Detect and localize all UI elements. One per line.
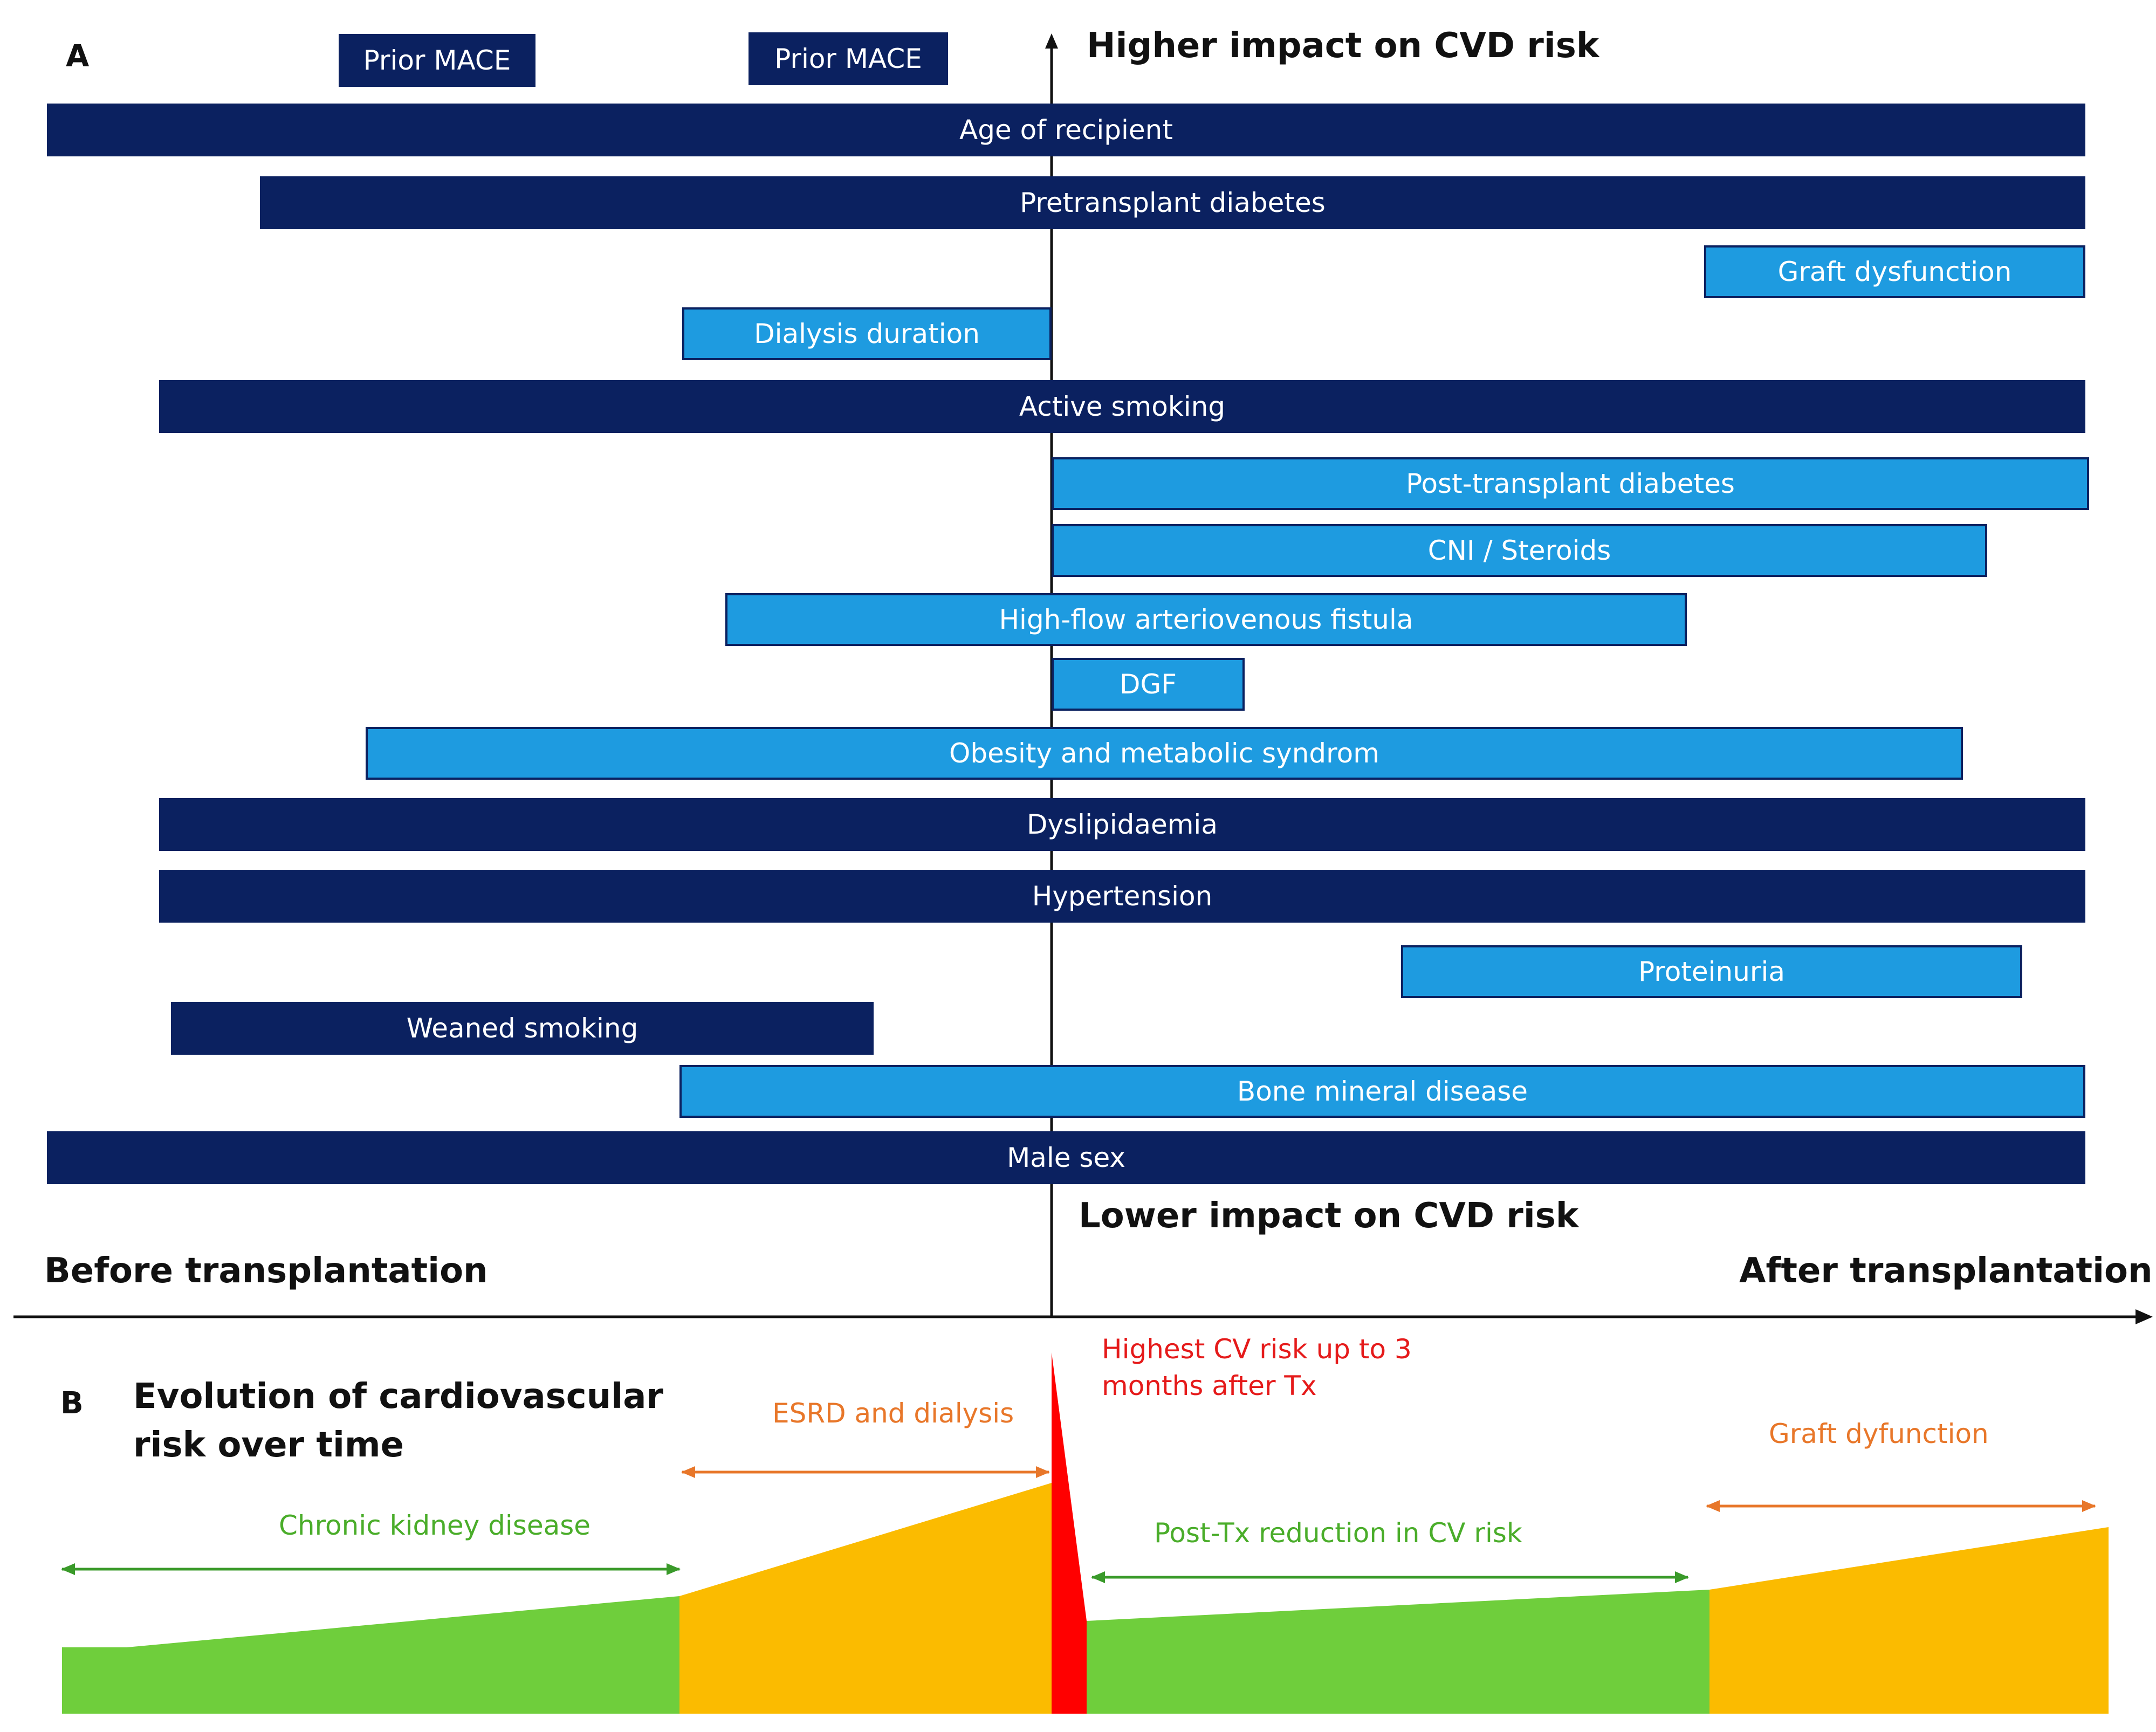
bar-obesity-metabolic: Obesity and metabolic syndrom — [366, 727, 1963, 780]
bar-dgf: DGF — [1052, 658, 1245, 711]
post-tx-reduction-label: Post-Tx reduction in CV risk — [1154, 1517, 1522, 1549]
bar-high-flow-av-fistula: High-flow arteriovenous fistula — [725, 593, 1687, 646]
bar-bone-mineral-disease: Bone mineral disease — [679, 1065, 2085, 1118]
after-transplant-label: After transplantation — [1739, 1251, 2153, 1291]
bar-dyslipidaemia: Dyslipidaemia — [159, 798, 2085, 851]
bar-age-of-recipient: Age of recipient — [47, 104, 2085, 156]
ckd-label: Chronic kidney disease — [279, 1510, 591, 1541]
esrd-orange-area — [679, 1483, 1052, 1714]
bar-label: Pretransplant diabetes — [1020, 187, 1326, 218]
panel-a-label: A — [66, 39, 90, 74]
bar-label: Post-transplant diabetes — [1406, 468, 1735, 499]
bar-label: Graft dysfunction — [1777, 256, 2012, 287]
bar-dialysis-duration: Dialysis duration — [682, 307, 1052, 360]
bar-weaned-smoking: Weaned smoking — [171, 1002, 874, 1055]
bar-label: DGF — [1119, 669, 1177, 700]
graft-dyfunction-label: Graft dyfunction — [1769, 1418, 1989, 1449]
graft-orange-area — [1709, 1527, 2109, 1714]
bar-hypertension: Hypertension — [159, 870, 2085, 923]
time-axis-arrowhead — [2136, 1309, 2153, 1324]
post-tx-green-area — [1087, 1590, 1709, 1714]
bar-label: Dyslipidaemia — [1027, 809, 1218, 840]
bar-label: Dialysis duration — [754, 318, 980, 349]
lower-impact-label: Lower impact on CVD risk — [1079, 1196, 1579, 1236]
bar-graft-dysfunction: Graft dysfunction — [1704, 245, 2085, 298]
bar-label: CNI / Steroids — [1427, 535, 1611, 566]
bar-label: Prior MACE — [774, 43, 922, 74]
highest-risk-red-spike — [1052, 1352, 1087, 1714]
esrd-dialysis-label: ESRD and dialysis — [772, 1398, 1014, 1429]
before-transplant-label: Before transplantation — [44, 1251, 488, 1291]
panel-b-title: Evolution of cardiovascular risk over ti… — [133, 1372, 663, 1469]
bar-label: Proteinuria — [1638, 956, 1786, 987]
panel-b-label: B — [60, 1386, 84, 1421]
bar-post-transplant-diabetes: Post-transplant diabetes — [1052, 457, 2089, 510]
panel-b-title-line1: Evolution of cardiovascular — [133, 1377, 663, 1417]
bar-label: Prior MACE — [363, 45, 511, 76]
bar-label: Hypertension — [1032, 881, 1213, 912]
panel-b-title-line2: risk over time — [133, 1425, 404, 1465]
impact-axis-arrowhead — [1045, 33, 1058, 49]
highest-risk-label: Highest CV risk up to 3 months after Tx — [1102, 1331, 1412, 1404]
highest-risk-line1: Highest CV risk up to 3 — [1102, 1334, 1412, 1365]
bar-proteinuria: Proteinuria — [1401, 945, 2022, 998]
bar-label: Bone mineral disease — [1237, 1076, 1528, 1107]
bar-prior-mace-2: Prior MACE — [749, 32, 948, 85]
bar-male-sex: Male sex — [47, 1131, 2085, 1184]
bar-label: High-flow arteriovenous fistula — [999, 604, 1413, 635]
bar-prior-mace-1: Prior MACE — [339, 34, 535, 87]
higher-impact-label: Higher impact on CVD risk — [1087, 26, 1599, 66]
bar-label: Age of recipient — [959, 114, 1173, 146]
ckd-green-area — [62, 1596, 679, 1714]
bar-cni-steroids: CNI / Steroids — [1052, 524, 1987, 577]
bar-label: Active smoking — [1019, 391, 1226, 422]
bar-label: Male sex — [1007, 1142, 1125, 1173]
bar-active-smoking: Active smoking — [159, 380, 2085, 433]
bar-label: Weaned smoking — [406, 1013, 638, 1044]
highest-risk-line2: months after Tx — [1102, 1370, 1317, 1401]
bar-label: Obesity and metabolic syndrom — [949, 738, 1379, 769]
bar-pretransplant-diabetes: Pretransplant diabetes — [260, 176, 2085, 229]
